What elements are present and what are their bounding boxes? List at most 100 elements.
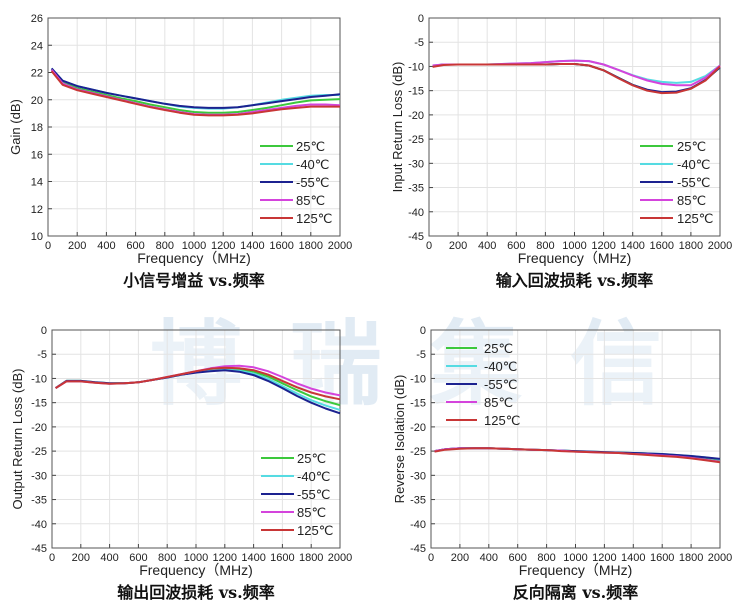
x-tick-label: 1800: [299, 240, 323, 252]
x-tick-label: 1400: [241, 552, 265, 564]
y-tick-label: -20: [31, 422, 47, 434]
x-tick-label: 400: [478, 240, 496, 252]
x-tick-label: 1000: [563, 552, 587, 564]
x-tick-label: 1400: [240, 240, 264, 252]
chart-title: 输出回波损耗 vs.频率: [117, 583, 274, 602]
y-tick-label: 0: [41, 325, 47, 337]
y-tick-label: -5: [414, 37, 424, 49]
x-tick-label: 0: [428, 552, 434, 564]
x-tick-label: 2000: [708, 240, 732, 252]
x-tick-label: 1000: [184, 552, 208, 564]
y-tick-label: -35: [408, 183, 424, 195]
x-tick-label: 1800: [679, 552, 703, 564]
y-tick-label: 0: [418, 13, 424, 25]
y-tick-label: -25: [408, 134, 424, 146]
x-tick-label: 2000: [708, 552, 732, 564]
x-tick-label: 800: [537, 552, 555, 564]
legend-label: 85℃: [484, 395, 513, 410]
plot-frame: [430, 329, 721, 549]
legend-label: 125℃: [296, 211, 332, 226]
x-tick-label: 1600: [269, 240, 293, 252]
y-tick-label: -45: [410, 543, 426, 555]
x-tick-label: 1800: [299, 552, 323, 564]
y-tick-label: -30: [408, 158, 424, 170]
x-axis-label: Frequency（MHz): [519, 562, 633, 578]
x-tick-label: 1600: [650, 552, 674, 564]
legend-label: 85℃: [297, 505, 326, 520]
watermark: 博瑞集信: [150, 311, 711, 418]
y-tick-label: 24: [31, 40, 43, 52]
legend-label: -40℃: [484, 359, 517, 374]
legend-label: -40℃: [297, 469, 330, 484]
y-tick-label: 14: [31, 177, 43, 189]
x-tick-label: 1200: [213, 552, 237, 564]
y-tick-label: -40: [31, 519, 47, 531]
x-tick-label: 1200: [591, 240, 615, 252]
y-tick-label: -40: [408, 207, 424, 219]
x-tick-label: 1000: [562, 240, 586, 252]
y-tick-label: 16: [31, 149, 43, 161]
y-tick-label: -10: [408, 61, 424, 73]
series-line-25°C: [50, 69, 341, 114]
series-line-125°C: [434, 447, 721, 464]
y-tick-label: -45: [408, 231, 424, 243]
legend-label: 125℃: [297, 523, 333, 538]
legend-label: 125℃: [677, 211, 713, 226]
plot-frame: [428, 17, 721, 237]
y-axis-label: Gain (dB): [8, 99, 23, 155]
x-tick-label: 600: [507, 240, 525, 252]
y-tick-label: 10: [31, 231, 43, 243]
y-tick-label: -20: [408, 110, 424, 122]
x-tick-label: 0: [45, 240, 51, 252]
legend-label: 125℃: [484, 413, 520, 428]
y-tick-label: -15: [410, 398, 426, 410]
x-tick-label: 1600: [650, 240, 674, 252]
legend-label: -40℃: [296, 157, 329, 172]
y-tick-label: -15: [408, 86, 424, 98]
plot-frame: [47, 17, 341, 237]
y-tick-label: -35: [410, 495, 426, 507]
plot-frame: [51, 329, 341, 549]
legend-label: 25℃: [297, 451, 326, 466]
x-axis-label: Frequency（MHz): [137, 250, 251, 266]
x-tick-label: 1200: [592, 552, 616, 564]
x-tick-label: 400: [97, 240, 115, 252]
x-tick-label: 0: [426, 240, 432, 252]
y-tick-label: -30: [410, 470, 426, 482]
y-axis-label: Reverse Isolation (dB): [392, 375, 407, 504]
chart-2: 0 200 400 600 800 1000 1200 1400 1600 1800 2000 -45…: [390, 13, 732, 290]
legend-label: -55℃: [297, 487, 330, 502]
y-tick-label: -35: [31, 495, 47, 507]
legend-label: 25℃: [484, 341, 513, 356]
y-tick-label: 20: [31, 95, 43, 107]
legend-label: 85℃: [677, 193, 706, 208]
chart-1: 0 200 400 600 800 1000 1200 1400 1600 1800 2000 10 1…: [8, 13, 352, 290]
y-axis-label: Input Return Loss (dB): [390, 62, 405, 193]
x-tick-label: 200: [68, 240, 86, 252]
chart-3: 0 200 400 600 800 1000 1200 1400 1600 1800 2000 -45…: [10, 325, 352, 602]
x-tick-label: 600: [509, 552, 527, 564]
x-tick-label: 800: [536, 240, 554, 252]
y-tick-label: 26: [31, 13, 43, 25]
x-tick-label: 1000: [182, 240, 206, 252]
y-tick-label: -40: [410, 519, 426, 531]
y-tick-label: -10: [410, 373, 426, 385]
x-tick-label: 1600: [270, 552, 294, 564]
x-tick-label: 2000: [328, 240, 352, 252]
legend-label: 25℃: [296, 139, 325, 154]
x-tick-label: 0: [49, 552, 55, 564]
chart-4: 0 200 400 600 800 1000 1200 1400 1600 1800 2000 -45…: [392, 325, 732, 602]
y-tick-label: -10: [31, 373, 47, 385]
series-line-125°C: [50, 70, 340, 117]
legend-label: -40℃: [677, 157, 710, 172]
y-tick-label: -45: [31, 543, 47, 555]
x-tick-label: 200: [72, 552, 90, 564]
x-tick-label: 800: [156, 240, 174, 252]
y-tick-label: -25: [31, 446, 47, 458]
x-tick-label: 1800: [679, 240, 703, 252]
y-tick-label: -25: [410, 446, 426, 458]
x-tick-label: 1400: [620, 240, 644, 252]
legend-label: 25℃: [677, 139, 706, 154]
x-tick-label: 1400: [621, 552, 645, 564]
x-axis-label: Frequency（MHz): [518, 250, 632, 266]
